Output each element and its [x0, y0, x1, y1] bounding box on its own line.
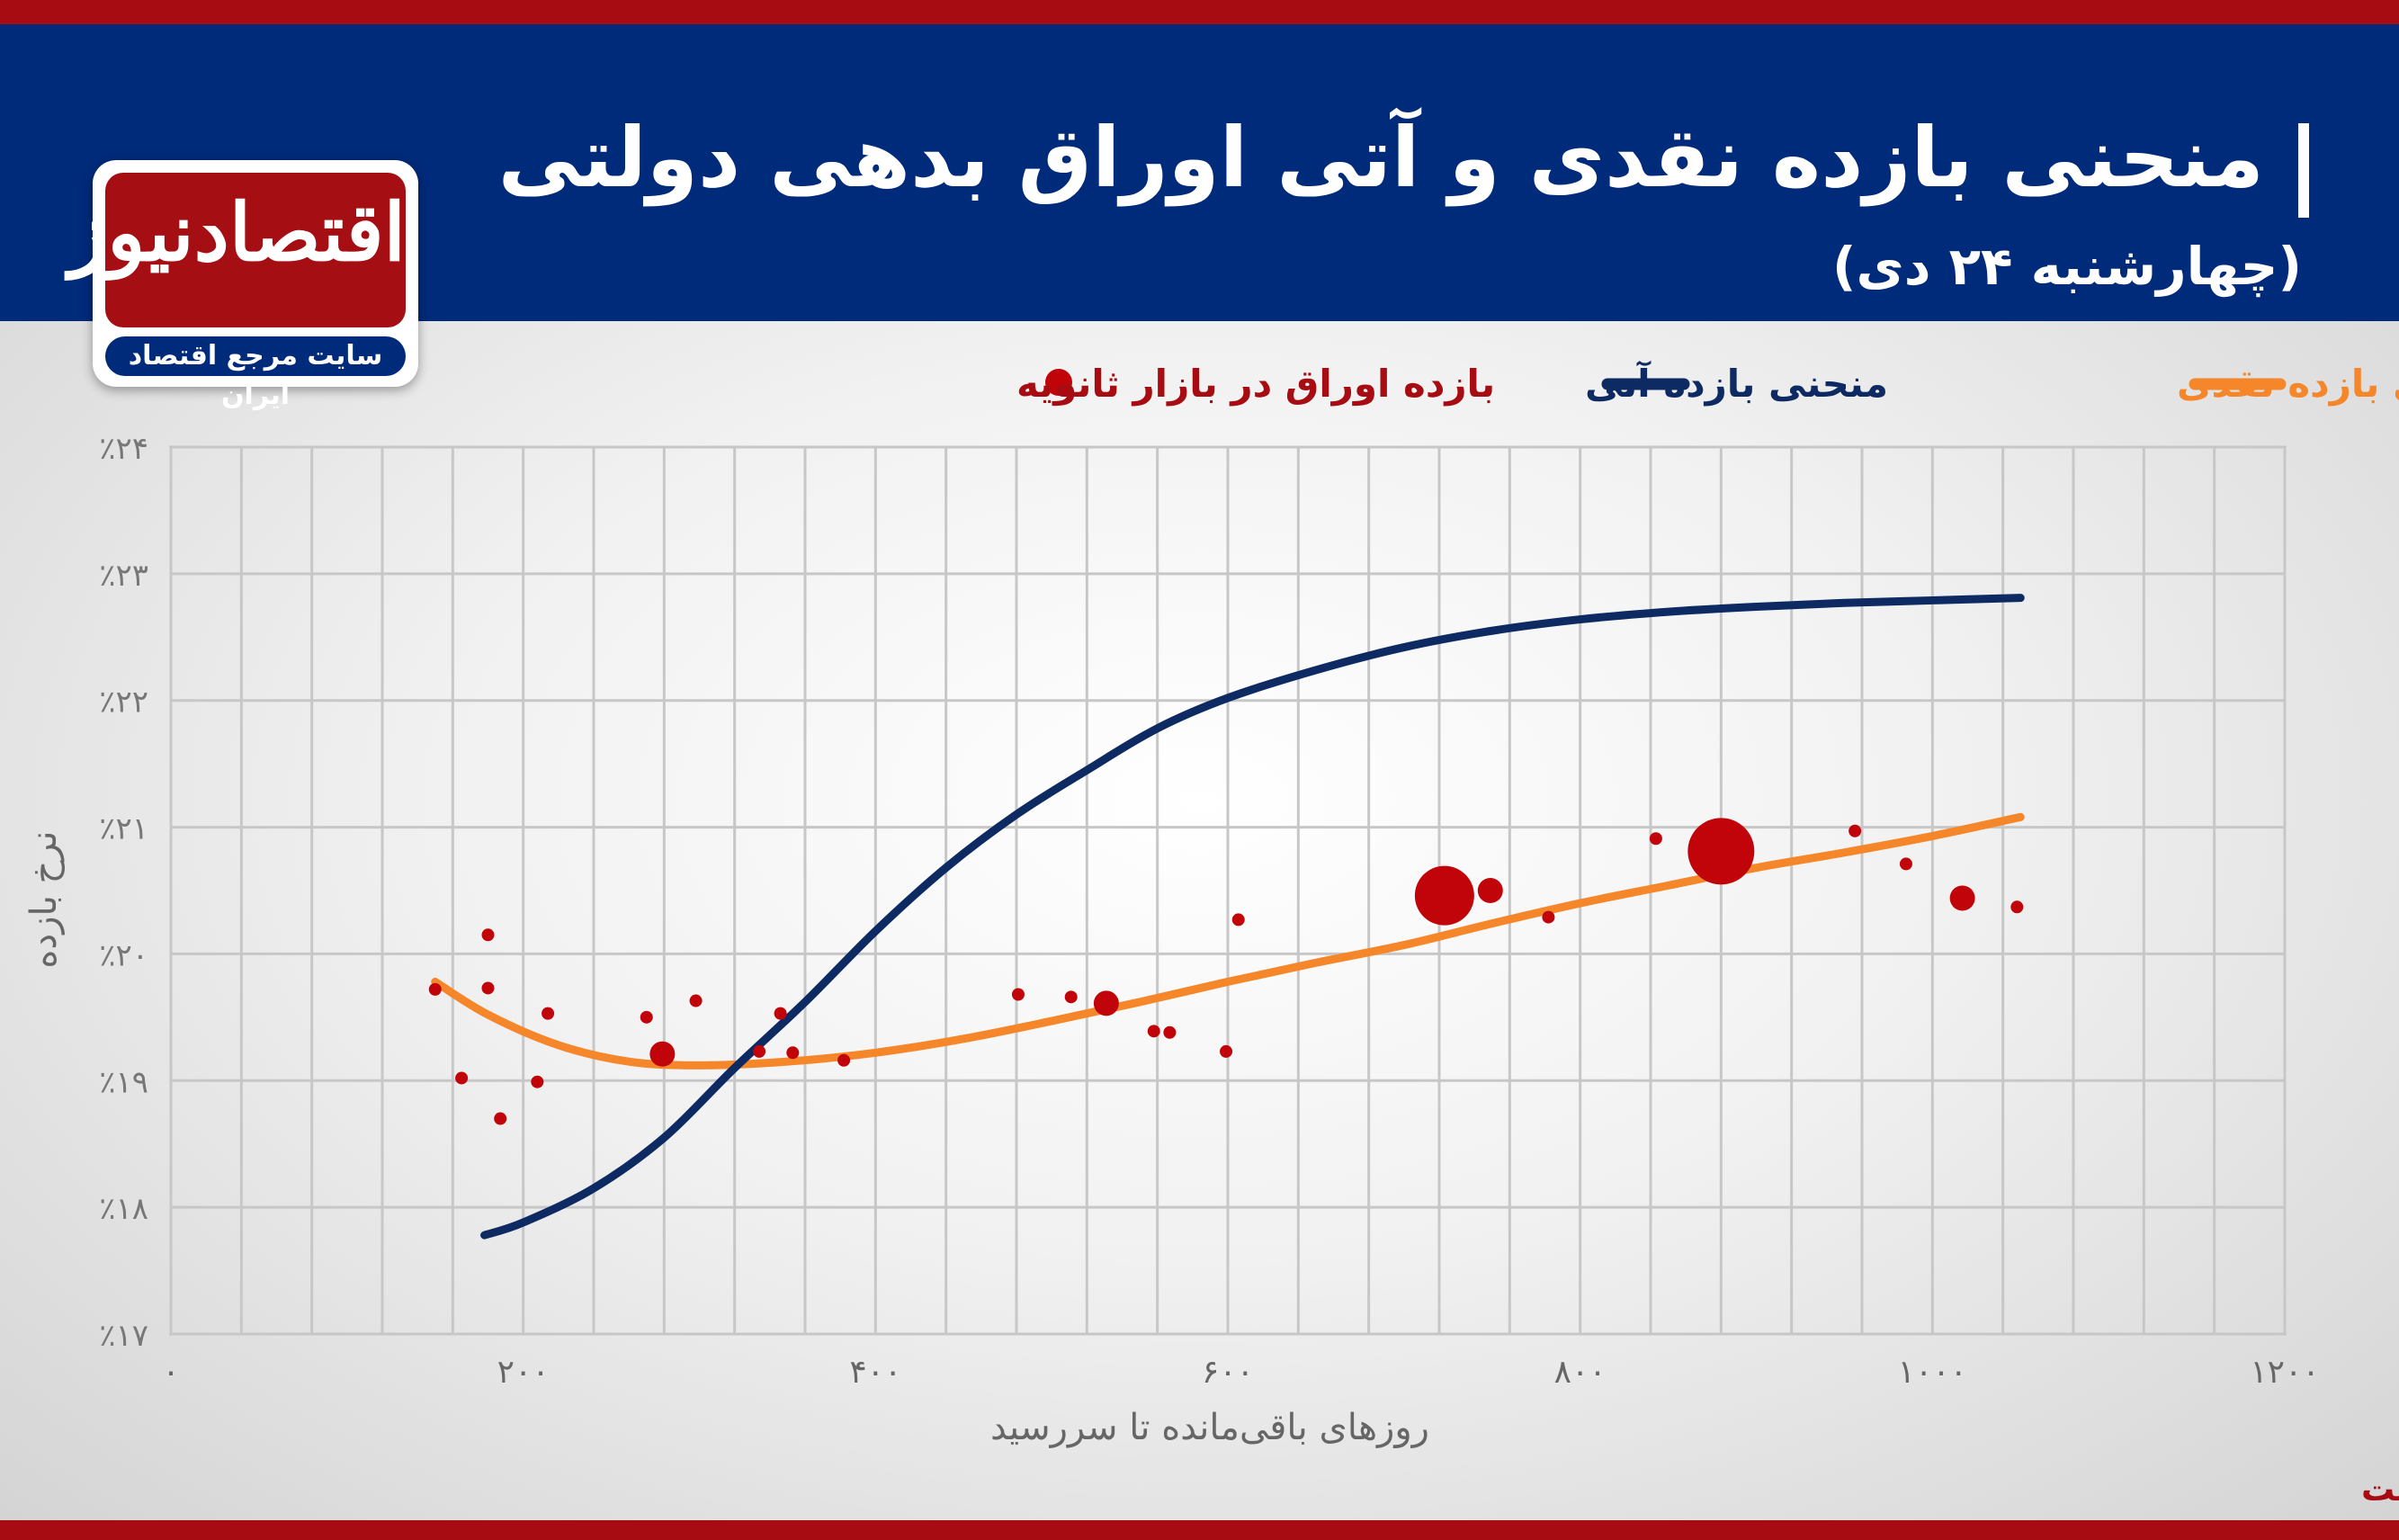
legend: منحنی بازده نقدی منحنی بازده آتی بازده ا… — [1016, 361, 2399, 407]
y-tick-label: ٪۱۷ — [99, 1318, 148, 1354]
y-tick-label: ٪۲۲ — [99, 685, 148, 721]
bond-yield-point — [1649, 832, 1662, 846]
bond-yield-point — [1848, 824, 1862, 837]
logo: اقتصادنیوز سایت مرجع اقتصاد ایران — [68, 160, 418, 411]
bond-yield-point — [1687, 818, 1755, 885]
bond-yield-point — [1414, 865, 1474, 926]
bond-yield-point — [1477, 878, 1503, 903]
bond-yield-point — [481, 981, 495, 995]
x-tick-label: ۰ — [162, 1354, 179, 1391]
x-tick-label: ۶۰۰ — [1202, 1354, 1254, 1391]
x-tick-label: ۱۰۰۰ — [1898, 1354, 1967, 1391]
bond-yield-point — [640, 1010, 653, 1024]
x-tick-label: ۸۰۰ — [1554, 1354, 1607, 1391]
x-tick-label: ۴۰۰ — [849, 1354, 901, 1391]
x-axis-label: روزهای باقی‌مانده تا سررسید — [990, 1407, 1429, 1448]
page-subtitle: (چهارشنبه ۲۴ دی) — [1832, 236, 2302, 297]
logo-name: اقتصادنیوز — [68, 185, 406, 279]
bond-yield-point — [1542, 910, 1555, 924]
legend-spot-label: منحنی بازده نقدی — [2177, 362, 2399, 406]
title-separator-mark — [2298, 123, 2309, 218]
y-tick-label: ٪۱۸ — [99, 1191, 148, 1227]
legend-points-dot-icon — [1045, 369, 1072, 396]
y-tick-label: ٪۲۳ — [99, 558, 148, 594]
bond-yield-point — [481, 928, 495, 942]
bond-yield-point — [531, 1075, 544, 1088]
chart-background — [0, 321, 2399, 1520]
y-tick-label: ٪۲۱ — [99, 811, 148, 847]
scatter-points — [428, 818, 2024, 1125]
chart-grid — [169, 445, 2287, 1336]
bond-yield-point — [774, 1007, 787, 1020]
bond-yield-point — [1163, 1025, 1177, 1039]
bond-yield-point — [753, 1044, 766, 1058]
bond-yield-point — [1220, 1044, 1233, 1058]
bond-yield-point — [1011, 988, 1025, 1001]
bond-yield-point — [2010, 900, 2024, 914]
legend-points-label: بازده اوراق در بازار ثانویه — [1016, 362, 1495, 407]
x-axis-ticks: ۰ ۲۰۰ ۴۰۰ ۶۰۰ ۸۰۰ ۱۰۰۰ ۱۲۰۰ — [162, 1354, 2319, 1391]
bond-yield-point — [649, 1041, 676, 1067]
forward-yield-curve — [480, 594, 2025, 1240]
y-axis-label: نرخ بازده — [23, 830, 65, 968]
bond-yield-point — [1064, 990, 1078, 1004]
chart-footnote: اندازه نقطه‌ها، حجم معاملات در هر نماد ر… — [2361, 1470, 2399, 1509]
bond-yield-point — [1899, 857, 1912, 871]
bond-yield-point — [455, 1071, 469, 1085]
bond-yield-point — [1949, 885, 1975, 911]
page-title: منحنی بازده نقدی و آتی اوراق بدهی دولتی — [497, 110, 2264, 206]
bond-yield-point — [1147, 1025, 1160, 1038]
bond-yield-point — [786, 1046, 800, 1060]
bond-yield-point — [689, 994, 703, 1007]
y-axis-ticks: ٪۱۷ ٪۱۸ ٪۱۹ ٪۲۰ ٪۲۱ ٪۲۲ ٪۲۳ ٪۲۴ — [99, 431, 148, 1354]
bond-yield-point — [542, 1007, 555, 1020]
bond-yield-point — [1231, 913, 1245, 927]
y-tick-label: ٪۱۹ — [99, 1064, 148, 1100]
bottom-accent-bar — [0, 1520, 2399, 1540]
top-accent-bar — [0, 0, 2399, 24]
bond-yield-point — [1093, 990, 1119, 1016]
logo-tagline: سایت مرجع اقتصاد ایران — [105, 336, 406, 411]
y-tick-label: ٪۲۰ — [99, 937, 148, 973]
x-tick-label: ۱۲۰۰ — [2250, 1354, 2319, 1391]
bond-yield-point — [428, 982, 442, 996]
x-tick-label: ۲۰۰ — [497, 1354, 550, 1391]
y-tick-label: ٪۲۴ — [99, 431, 148, 467]
bond-yield-point — [837, 1053, 851, 1067]
bond-yield-point — [494, 1112, 507, 1125]
legend-forward-label: منحنی بازده آتی — [1585, 361, 1888, 406]
logo-badge: اقتصادنیوز — [68, 173, 406, 327]
